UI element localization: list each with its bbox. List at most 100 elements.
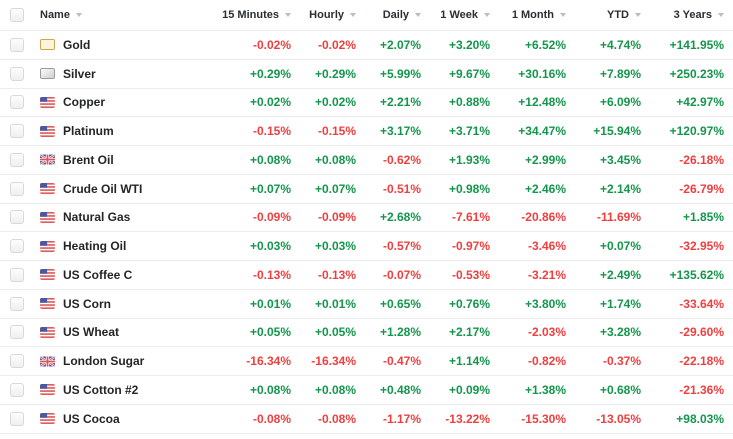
uk-flag-icon	[40, 154, 55, 166]
change-value-cell: +1.74%	[599, 296, 641, 311]
change-value-cell: +5.99%	[379, 66, 421, 81]
change-value-cell: +30.16%	[518, 66, 566, 81]
us-flag-icon	[40, 211, 55, 223]
change-value-cell: -0.02%	[317, 37, 356, 52]
name-cell: US Coffee C	[34, 268, 204, 282]
commodity-name-link[interactable]: London Sugar	[63, 354, 145, 369]
change-value-cell: -29.60%	[679, 325, 724, 340]
change-value-cell: -7.61%	[451, 210, 490, 225]
column-header-1-month[interactable]: 1 Month	[490, 9, 566, 21]
name-cell: Heating Oil	[34, 239, 204, 253]
change-value-cell: -32.95%	[679, 239, 724, 254]
change-value-cell: +0.65%	[379, 296, 421, 311]
change-value-cell: -0.13%	[252, 267, 291, 282]
row-checkbox-cell	[0, 210, 34, 225]
column-header-1-week[interactable]: 1 Week	[421, 9, 490, 21]
change-value-cell: -0.15%	[252, 124, 291, 139]
change-value-cell: +0.76%	[448, 296, 490, 311]
commodity-name-link[interactable]: Heating Oil	[63, 239, 127, 254]
column-header-ytd[interactable]: YTD	[566, 9, 641, 21]
change-value-cell: +2.17%	[448, 325, 490, 340]
column-header-name[interactable]: Name	[34, 9, 204, 21]
change-value-cell: -26.79%	[679, 181, 724, 196]
row-checkbox[interactable]	[10, 296, 24, 311]
commodity-name-link[interactable]: Natural Gas	[63, 210, 131, 225]
row-checkbox[interactable]	[10, 37, 24, 52]
change-value-cell: -22.18%	[679, 354, 724, 369]
change-value-cell: -0.82%	[527, 354, 566, 369]
change-value-cell: +7.89%	[599, 66, 641, 81]
change-value-cell: -0.07%	[382, 267, 421, 282]
change-value-cell: +120.97%	[669, 124, 724, 139]
table-row: Heating Oil +0.03% +0.03% -0.57% -0.97% …	[0, 232, 733, 261]
row-checkbox-cell	[0, 325, 34, 340]
us-flag-icon	[40, 413, 55, 425]
row-checkbox[interactable]	[10, 411, 24, 426]
table-row: Crude Oil WTI +0.07% +0.07% -0.51% +0.98…	[0, 175, 733, 204]
change-value-cell: +1.85%	[682, 210, 724, 225]
row-checkbox[interactable]	[10, 181, 24, 196]
change-value-cell: +0.01%	[314, 296, 356, 311]
commodity-name-link[interactable]: Gold	[63, 37, 91, 52]
commodity-name-link[interactable]: US Cotton #2	[63, 382, 139, 397]
table-row: US Cotton #2 +0.08% +0.08% +0.48% +0.09%…	[0, 376, 733, 405]
change-value-cell: +3.28%	[599, 325, 641, 340]
table-row: Platinum -0.15% -0.15% +3.17% +3.71% +34…	[0, 117, 733, 146]
row-checkbox-cell	[0, 239, 34, 254]
change-value-cell: +4.74%	[599, 37, 641, 52]
select-all-checkbox[interactable]	[10, 8, 24, 22]
row-checkbox[interactable]	[10, 354, 24, 369]
change-value-cell: -13.05%	[596, 411, 641, 426]
commodity-name-link[interactable]: Copper	[63, 95, 105, 110]
commodity-name-link[interactable]: US Corn	[63, 296, 111, 311]
column-header-ytd-label: YTD	[607, 9, 629, 21]
row-checkbox[interactable]	[10, 325, 24, 340]
row-checkbox[interactable]	[10, 267, 24, 282]
commodity-name-link[interactable]: US Wheat	[63, 325, 120, 340]
name-cell: London Sugar	[34, 354, 204, 368]
commodity-name-link[interactable]: US Coffee C	[63, 267, 133, 282]
change-value-cell: -0.08%	[317, 411, 356, 426]
row-checkbox[interactable]	[10, 95, 24, 110]
change-value-cell: +2.46%	[524, 181, 566, 196]
change-value-cell: +2.07%	[379, 37, 421, 52]
name-cell: Silver	[34, 67, 204, 81]
us-flag-icon	[40, 183, 55, 195]
change-value-cell: +0.02%	[314, 95, 356, 110]
change-value-cell: +0.48%	[379, 382, 421, 397]
change-value-cell: -26.18%	[679, 152, 724, 167]
us-flag-icon	[40, 326, 55, 338]
row-checkbox[interactable]	[10, 239, 24, 254]
column-header-15-minutes[interactable]: 15 Minutes	[204, 9, 291, 21]
commodity-name-link[interactable]: Brent Oil	[63, 152, 114, 167]
column-header-hourly[interactable]: Hourly	[291, 9, 356, 21]
row-checkbox[interactable]	[10, 152, 24, 167]
commodity-name-link[interactable]: US Cocoa	[63, 411, 120, 426]
change-value-cell: -11.69%	[596, 210, 641, 225]
sort-down-icon	[415, 13, 421, 17]
change-value-cell: +0.08%	[314, 382, 356, 397]
change-value-cell: -0.62%	[382, 152, 421, 167]
change-value-cell: -3.46%	[527, 239, 566, 254]
change-value-cell: +15.94%	[593, 124, 641, 139]
row-checkbox[interactable]	[10, 210, 24, 225]
us-flag-icon	[40, 240, 55, 252]
change-value-cell: -0.53%	[451, 267, 490, 282]
name-cell: US Cotton #2	[34, 383, 204, 397]
change-value-cell: -0.37%	[602, 354, 641, 369]
row-checkbox[interactable]	[10, 382, 24, 397]
change-value-cell: -13.22%	[445, 411, 490, 426]
column-header-daily[interactable]: Daily	[356, 9, 421, 21]
change-value-cell: +3.20%	[448, 37, 490, 52]
commodity-name-link[interactable]: Platinum	[63, 124, 114, 139]
row-checkbox[interactable]	[10, 66, 24, 81]
commodity-name-link[interactable]: Crude Oil WTI	[63, 181, 143, 196]
commodity-name-link[interactable]: Silver	[63, 66, 96, 81]
row-checkbox[interactable]	[10, 124, 24, 139]
column-header-3-years[interactable]: 3 Years	[641, 9, 724, 21]
name-cell: US Cocoa	[34, 412, 204, 426]
table-row: US Wheat +0.05% +0.05% +1.28% +2.17% -2.…	[0, 319, 733, 348]
sort-down-icon	[350, 13, 356, 17]
row-checkbox-cell	[0, 267, 34, 282]
